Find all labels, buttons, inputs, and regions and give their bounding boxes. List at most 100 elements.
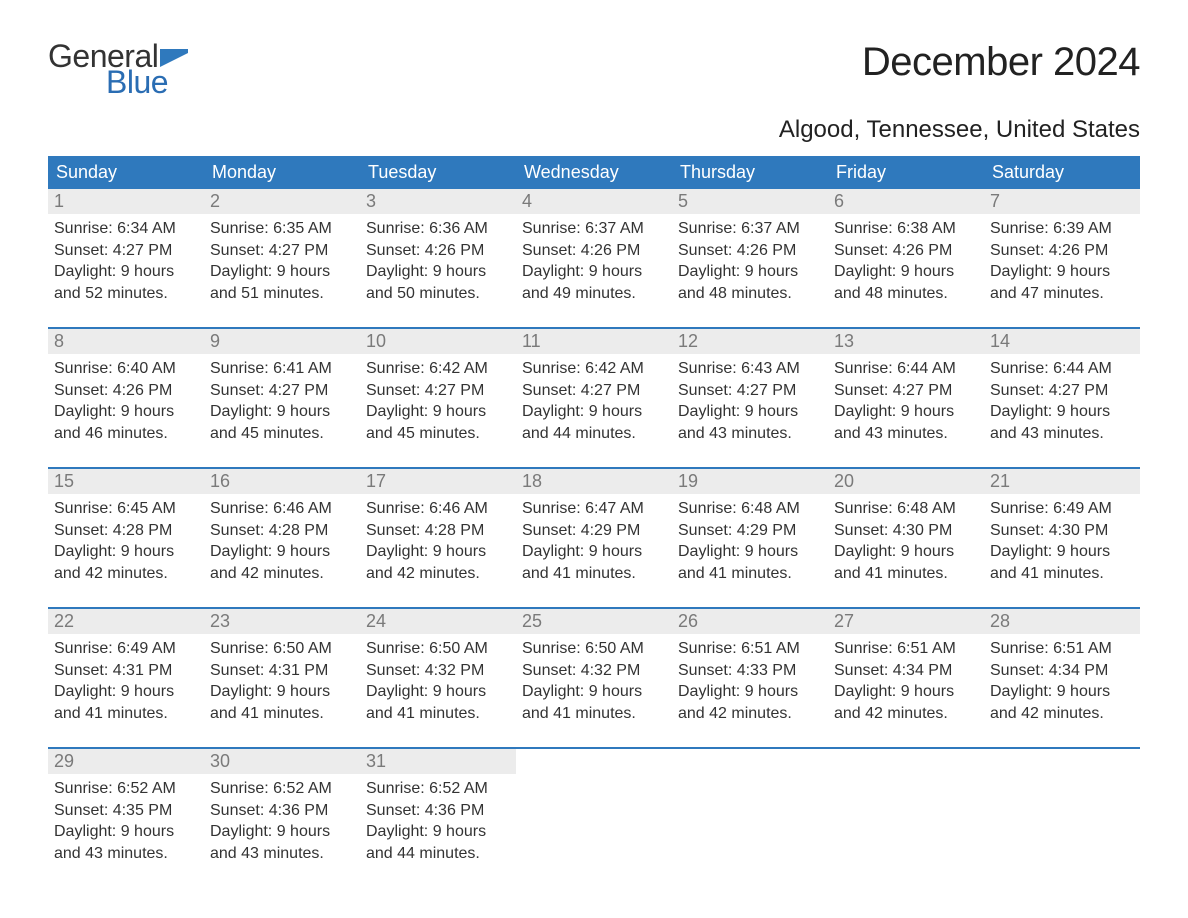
day-body: Sunrise: 6:42 AMSunset: 4:27 PMDaylight:… (516, 354, 672, 444)
day-sunset: Sunset: 4:26 PM (990, 240, 1134, 262)
day-body: Sunrise: 6:46 AMSunset: 4:28 PMDaylight:… (360, 494, 516, 584)
day-d2: and 43 minutes. (990, 423, 1134, 445)
day-d1: Daylight: 9 hours (834, 261, 978, 283)
day-sunrise: Sunrise: 6:38 AM (834, 218, 978, 240)
day-number: 19 (672, 469, 828, 494)
day-d1: Daylight: 9 hours (678, 401, 822, 423)
day-d2: and 42 minutes. (366, 563, 510, 585)
day-sunset: Sunset: 4:33 PM (678, 660, 822, 682)
day-sunset: Sunset: 4:26 PM (54, 380, 198, 402)
day-number: 31 (360, 749, 516, 774)
day-body: Sunrise: 6:51 AMSunset: 4:34 PMDaylight:… (828, 634, 984, 724)
day-number: 16 (204, 469, 360, 494)
day-d1: Daylight: 9 hours (522, 401, 666, 423)
month-title: December 2024 (862, 40, 1140, 85)
day-d2: and 45 minutes. (210, 423, 354, 445)
day-number: 13 (828, 329, 984, 354)
day-sunrise: Sunrise: 6:52 AM (210, 778, 354, 800)
day-body: Sunrise: 6:35 AMSunset: 4:27 PMDaylight:… (204, 214, 360, 304)
day-d1: Daylight: 9 hours (210, 821, 354, 843)
calendar-day-cell: 7Sunrise: 6:39 AMSunset: 4:26 PMDaylight… (984, 189, 1140, 309)
day-sunrise: Sunrise: 6:51 AM (678, 638, 822, 660)
day-number: 20 (828, 469, 984, 494)
day-sunset: Sunset: 4:27 PM (990, 380, 1134, 402)
day-d2: and 44 minutes. (522, 423, 666, 445)
day-sunset: Sunset: 4:30 PM (990, 520, 1134, 542)
day-d2: and 41 minutes. (522, 703, 666, 725)
day-body: Sunrise: 6:44 AMSunset: 4:27 PMDaylight:… (984, 354, 1140, 444)
logo-text-blue: Blue (106, 66, 188, 98)
day-body: Sunrise: 6:41 AMSunset: 4:27 PMDaylight:… (204, 354, 360, 444)
day-body: Sunrise: 6:43 AMSunset: 4:27 PMDaylight:… (672, 354, 828, 444)
calendar-day-cell: 22Sunrise: 6:49 AMSunset: 4:31 PMDayligh… (48, 609, 204, 729)
calendar-week: 8Sunrise: 6:40 AMSunset: 4:26 PMDaylight… (48, 327, 1140, 449)
calendar-day-cell: 2Sunrise: 6:35 AMSunset: 4:27 PMDaylight… (204, 189, 360, 309)
day-number: 4 (516, 189, 672, 214)
day-number: 7 (984, 189, 1140, 214)
day-sunset: Sunset: 4:28 PM (54, 520, 198, 542)
day-d1: Daylight: 9 hours (366, 681, 510, 703)
day-sunrise: Sunrise: 6:40 AM (54, 358, 198, 380)
day-number: 24 (360, 609, 516, 634)
day-body: Sunrise: 6:49 AMSunset: 4:31 PMDaylight:… (48, 634, 204, 724)
day-number: 17 (360, 469, 516, 494)
day-sunrise: Sunrise: 6:44 AM (834, 358, 978, 380)
day-d1: Daylight: 9 hours (678, 261, 822, 283)
day-sunrise: Sunrise: 6:49 AM (990, 498, 1134, 520)
day-sunset: Sunset: 4:27 PM (522, 380, 666, 402)
calendar-day-cell: 31Sunrise: 6:52 AMSunset: 4:36 PMDayligh… (360, 749, 516, 869)
day-d2: and 43 minutes. (54, 843, 198, 865)
day-d1: Daylight: 9 hours (366, 401, 510, 423)
day-number: 15 (48, 469, 204, 494)
day-d1: Daylight: 9 hours (678, 541, 822, 563)
day-d1: Daylight: 9 hours (522, 541, 666, 563)
day-d2: and 46 minutes. (54, 423, 198, 445)
day-number: 14 (984, 329, 1140, 354)
day-d2: and 52 minutes. (54, 283, 198, 305)
calendar-day-cell: 21Sunrise: 6:49 AMSunset: 4:30 PMDayligh… (984, 469, 1140, 589)
dow-friday: Friday (828, 156, 984, 189)
day-d2: and 48 minutes. (834, 283, 978, 305)
day-d2: and 47 minutes. (990, 283, 1134, 305)
day-sunset: Sunset: 4:35 PM (54, 800, 198, 822)
dow-sunday: Sunday (48, 156, 204, 189)
day-number: 18 (516, 469, 672, 494)
day-d1: Daylight: 9 hours (366, 541, 510, 563)
calendar-day-cell: 28Sunrise: 6:51 AMSunset: 4:34 PMDayligh… (984, 609, 1140, 729)
day-sunrise: Sunrise: 6:35 AM (210, 218, 354, 240)
calendar-day-cell: 10Sunrise: 6:42 AMSunset: 4:27 PMDayligh… (360, 329, 516, 449)
day-d1: Daylight: 9 hours (210, 681, 354, 703)
logo: General Blue (48, 40, 188, 98)
day-sunrise: Sunrise: 6:39 AM (990, 218, 1134, 240)
day-sunrise: Sunrise: 6:42 AM (366, 358, 510, 380)
day-sunset: Sunset: 4:26 PM (678, 240, 822, 262)
calendar-day-cell: 8Sunrise: 6:40 AMSunset: 4:26 PMDaylight… (48, 329, 204, 449)
day-body: Sunrise: 6:50 AMSunset: 4:32 PMDaylight:… (360, 634, 516, 724)
day-sunset: Sunset: 4:26 PM (522, 240, 666, 262)
day-d2: and 41 minutes. (834, 563, 978, 585)
calendar-day-cell (984, 749, 1140, 869)
day-body: Sunrise: 6:36 AMSunset: 4:26 PMDaylight:… (360, 214, 516, 304)
day-of-week-header: Sunday Monday Tuesday Wednesday Thursday… (48, 156, 1140, 189)
day-sunset: Sunset: 4:29 PM (522, 520, 666, 542)
day-number: 23 (204, 609, 360, 634)
day-d1: Daylight: 9 hours (834, 681, 978, 703)
day-d1: Daylight: 9 hours (54, 541, 198, 563)
day-sunset: Sunset: 4:27 PM (210, 240, 354, 262)
calendar-week: 22Sunrise: 6:49 AMSunset: 4:31 PMDayligh… (48, 607, 1140, 729)
day-d2: and 42 minutes. (54, 563, 198, 585)
calendar-day-cell: 9Sunrise: 6:41 AMSunset: 4:27 PMDaylight… (204, 329, 360, 449)
calendar-day-cell: 17Sunrise: 6:46 AMSunset: 4:28 PMDayligh… (360, 469, 516, 589)
calendar-day-cell: 29Sunrise: 6:52 AMSunset: 4:35 PMDayligh… (48, 749, 204, 869)
day-d2: and 41 minutes. (678, 563, 822, 585)
day-d2: and 41 minutes. (990, 563, 1134, 585)
day-d2: and 51 minutes. (210, 283, 354, 305)
day-number: 28 (984, 609, 1140, 634)
day-sunrise: Sunrise: 6:49 AM (54, 638, 198, 660)
day-d1: Daylight: 9 hours (210, 401, 354, 423)
day-d1: Daylight: 9 hours (54, 261, 198, 283)
day-d1: Daylight: 9 hours (210, 261, 354, 283)
day-d2: and 43 minutes. (834, 423, 978, 445)
day-body: Sunrise: 6:39 AMSunset: 4:26 PMDaylight:… (984, 214, 1140, 304)
day-d2: and 49 minutes. (522, 283, 666, 305)
